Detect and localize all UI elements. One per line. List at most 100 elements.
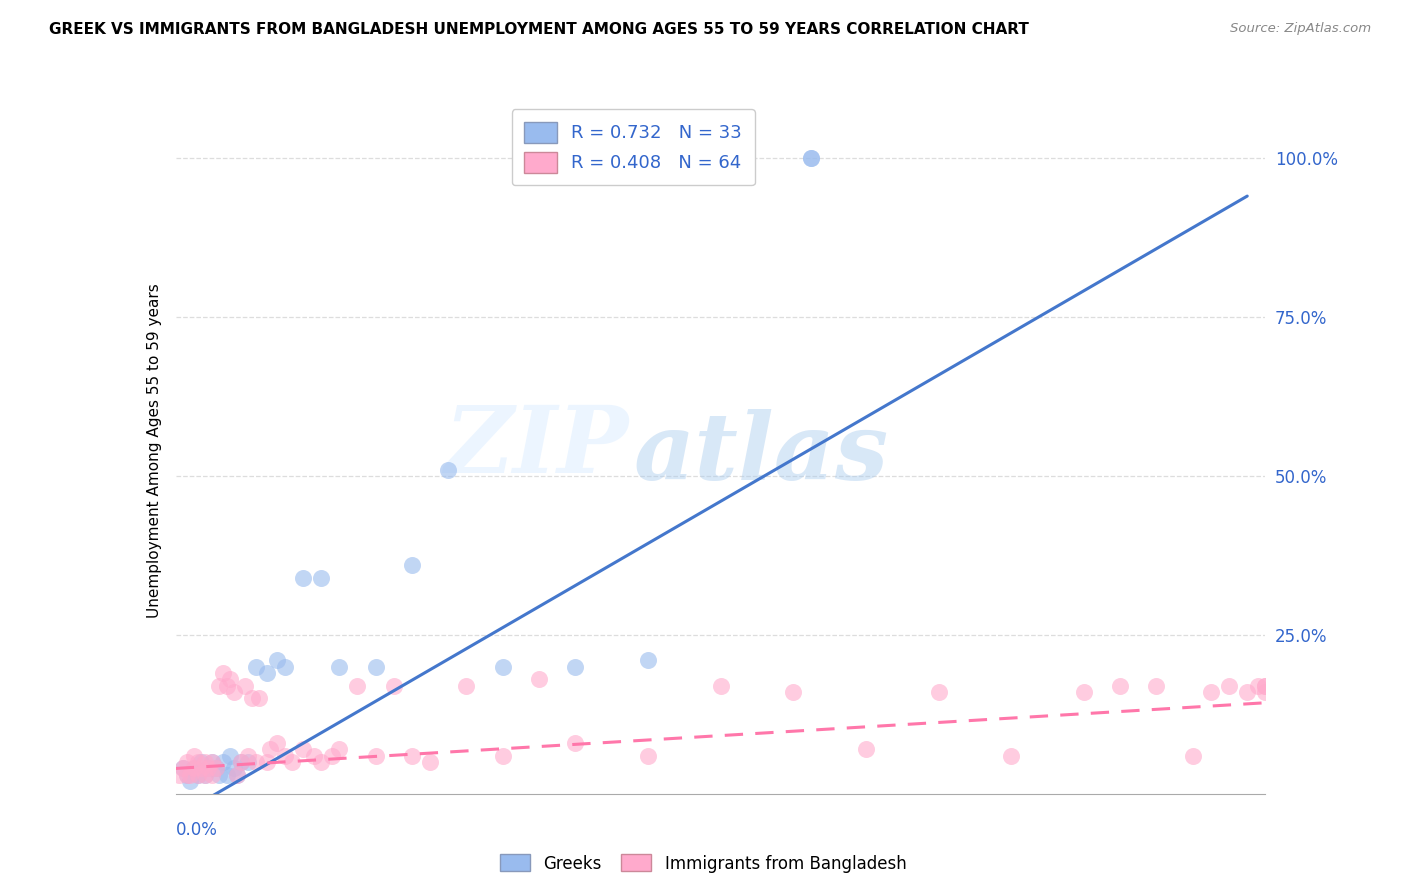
Point [281,755,304,769]
Text: atlas: atlas [633,409,889,499]
Point [437,462,460,476]
Point [1254,679,1277,693]
Point [564,736,586,750]
Point [215,679,238,693]
Point [212,666,235,681]
Point [247,691,270,706]
Point [800,151,823,165]
Point [1247,679,1270,693]
Point [172,761,194,775]
Point [238,748,260,763]
Point [1146,679,1168,693]
Point [245,755,267,769]
Point [382,679,405,693]
Point [222,761,245,775]
Point [219,748,242,763]
Point [527,673,550,687]
Point [197,761,219,775]
Point [183,761,205,775]
Point [266,736,288,750]
Point [197,761,219,775]
Point [1254,685,1277,699]
Point [274,659,297,673]
Point [179,774,201,789]
Point [259,742,281,756]
Point [201,768,224,782]
Point [208,679,231,693]
Point [176,768,198,782]
Point [190,761,212,775]
Point [364,659,387,673]
Point [364,748,387,763]
Point [291,571,314,585]
Point [186,755,209,769]
Point [194,768,217,782]
Point [401,558,423,572]
Point [637,653,659,667]
Point [855,742,877,756]
Point [1199,685,1222,699]
Point [928,685,950,699]
Point [240,691,263,706]
Point [179,768,201,782]
Point [782,685,804,699]
Point [564,659,586,673]
Point [492,748,515,763]
Point [215,768,238,782]
Point [245,659,267,673]
Point [328,742,350,756]
Point [194,768,217,782]
Text: GREEK VS IMMIGRANTS FROM BANGLADESH UNEMPLOYMENT AMONG AGES 55 TO 59 YEARS CORRE: GREEK VS IMMIGRANTS FROM BANGLADESH UNEM… [49,22,1029,37]
Point [256,755,278,769]
Text: 0.0%: 0.0% [176,822,218,839]
Point [172,761,194,775]
Point [169,768,191,782]
Text: ZIP: ZIP [444,402,628,492]
Point [1254,679,1277,693]
Point [204,761,226,775]
Point [309,571,332,585]
Point [274,748,297,763]
Point [238,755,260,769]
Y-axis label: Unemployment Among Ages 55 to 59 years: Unemployment Among Ages 55 to 59 years [146,283,162,618]
Point [291,742,314,756]
Point [201,755,224,769]
Point [1000,748,1022,763]
Point [231,755,253,769]
Point [309,755,332,769]
Point [176,768,198,782]
Point [194,755,217,769]
Point [190,755,212,769]
Point [183,748,205,763]
Point [201,755,224,769]
Point [176,755,198,769]
Point [1236,685,1258,699]
Point [231,755,253,769]
Point [1181,748,1204,763]
Point [1218,679,1240,693]
Point [800,151,823,165]
Point [302,748,325,763]
Point [186,768,209,782]
Point [346,679,368,693]
Point [183,761,205,775]
Point [321,748,343,763]
Point [204,761,226,775]
Point [212,755,235,769]
Text: Source: ZipAtlas.com: Source: ZipAtlas.com [1230,22,1371,36]
Point [256,666,278,681]
Point [208,768,231,782]
Point [186,768,209,782]
Point [219,673,242,687]
Point [1109,679,1132,693]
Point [710,679,733,693]
Point [401,748,423,763]
Point [1073,685,1095,699]
Point [266,653,288,667]
Point [222,685,245,699]
Point [233,679,256,693]
Point [492,659,515,673]
Legend: R = 0.732   N = 33, R = 0.408   N = 64: R = 0.732 N = 33, R = 0.408 N = 64 [512,109,755,186]
Point [419,755,441,769]
Point [226,768,249,782]
